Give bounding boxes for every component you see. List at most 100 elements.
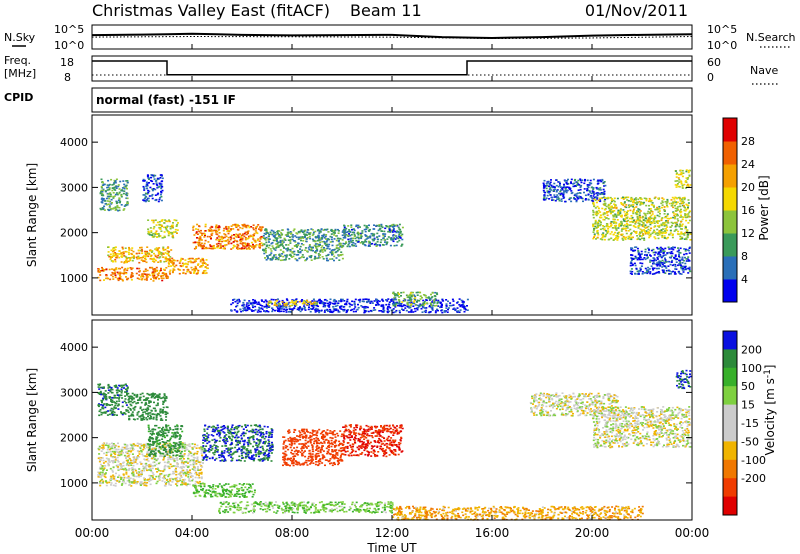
power-data-cell	[300, 237, 303, 239]
power-data-cell	[653, 215, 656, 217]
power-data-cell	[598, 197, 601, 200]
power-data-cell	[665, 267, 668, 269]
power-data-cell	[208, 247, 211, 250]
power-data-cell	[203, 236, 206, 238]
power-data-cell	[236, 304, 239, 307]
power-data-cell	[170, 233, 173, 235]
power-data-cell	[672, 270, 675, 273]
power-data-cell	[252, 243, 254, 246]
velocity-data-cell	[182, 469, 185, 472]
power-data-cell	[678, 256, 681, 259]
power-data-cell	[197, 228, 200, 231]
power-data-cell	[570, 182, 573, 185]
power-data-cell	[285, 311, 288, 313]
velocity-data-cell	[147, 464, 149, 467]
power-data-cell	[296, 301, 299, 303]
power-data-cell	[120, 204, 123, 206]
power-data-cell	[599, 189, 602, 191]
power-data-cell	[256, 232, 259, 235]
power-data-cell	[375, 245, 378, 247]
power-data-cell	[331, 311, 334, 314]
power-data-cell	[369, 235, 372, 237]
power-data-cell	[423, 303, 426, 305]
velocity-data-cell	[143, 481, 146, 484]
power-data-cell	[189, 260, 192, 262]
power-data-cell	[615, 214, 618, 217]
power-data-cell	[117, 279, 120, 282]
power-data-cell	[317, 229, 320, 231]
velocity-data-cell	[201, 448, 204, 451]
power-data-cell	[342, 242, 345, 245]
power-data-cell	[659, 249, 662, 252]
power-data-cell	[417, 307, 420, 309]
velocity-data-cell	[99, 484, 102, 487]
power-data-cell	[329, 258, 332, 260]
velocity-data-cell	[135, 475, 138, 478]
power-data-cell	[159, 260, 162, 262]
power-data-cell	[644, 217, 647, 219]
velocity-data-cell	[128, 484, 131, 486]
power-data-cell	[382, 237, 385, 240]
velocity-data-cell	[174, 468, 177, 471]
power-data-cell	[458, 298, 461, 300]
power-data-cell	[193, 271, 196, 273]
power-data-cell	[97, 270, 100, 272]
power-data-cell	[596, 196, 599, 199]
power-data-cell	[252, 236, 254, 238]
power-data-cell	[148, 182, 150, 184]
power-data-cell	[629, 234, 632, 236]
power-data-cell	[197, 271, 199, 274]
power-data-cell	[329, 251, 332, 254]
power-data-cell	[203, 242, 206, 245]
power-data-cell	[291, 234, 294, 236]
power-data-cell	[575, 193, 578, 195]
velocity-data-cell	[107, 462, 110, 465]
power-data-cell	[586, 184, 589, 186]
power-data-cell	[192, 241, 195, 244]
power-data-cell	[620, 216, 623, 218]
power-data-cell	[652, 257, 655, 259]
power-data-cell	[325, 238, 327, 240]
power-data-cell	[202, 261, 205, 263]
power-data-cell	[674, 170, 677, 172]
power-data-cell	[339, 254, 342, 257]
power-data-cell	[265, 303, 268, 306]
power-data-cell	[555, 179, 558, 181]
velocity-data-cell	[114, 459, 117, 461]
velocity-data-cell	[138, 450, 141, 453]
power-data-cell	[395, 303, 398, 305]
velocity-data-cell	[150, 470, 153, 473]
power-data-cell	[295, 254, 298, 256]
power-data-cell	[205, 272, 208, 274]
power-data-cell	[314, 240, 317, 243]
power-data-cell	[648, 268, 651, 270]
power-data-cell	[680, 198, 683, 200]
power-data-cell	[666, 215, 669, 217]
power-data-cell	[151, 260, 154, 262]
power-data-cell	[602, 232, 605, 234]
power-data-cell	[283, 305, 286, 308]
power-data-cell	[664, 216, 667, 219]
power-data-cell	[230, 237, 233, 240]
power-data-cell	[108, 205, 111, 207]
power-data-cell	[668, 233, 671, 236]
power-data-cell	[307, 308, 310, 311]
power-data-cell	[309, 307, 312, 310]
velocity-data-cell	[158, 448, 161, 450]
power-data-cell	[139, 270, 141, 272]
power-data-cell	[145, 261, 148, 264]
power-data-cell	[350, 237, 353, 240]
power-data-cell	[218, 236, 221, 238]
power-data-cell	[347, 309, 349, 311]
power-data-cell	[546, 190, 549, 192]
power-data-cell	[139, 276, 142, 278]
power-data-cell	[678, 251, 681, 254]
power-data-cell	[154, 199, 157, 201]
power-data-cell	[195, 268, 198, 271]
power-data-cell	[243, 307, 246, 309]
power-data-cell	[158, 278, 160, 280]
power-data-cell	[227, 232, 230, 235]
power-data-cell	[102, 207, 105, 210]
power-data-cell	[636, 201, 638, 203]
power-data-cell	[433, 295, 436, 297]
